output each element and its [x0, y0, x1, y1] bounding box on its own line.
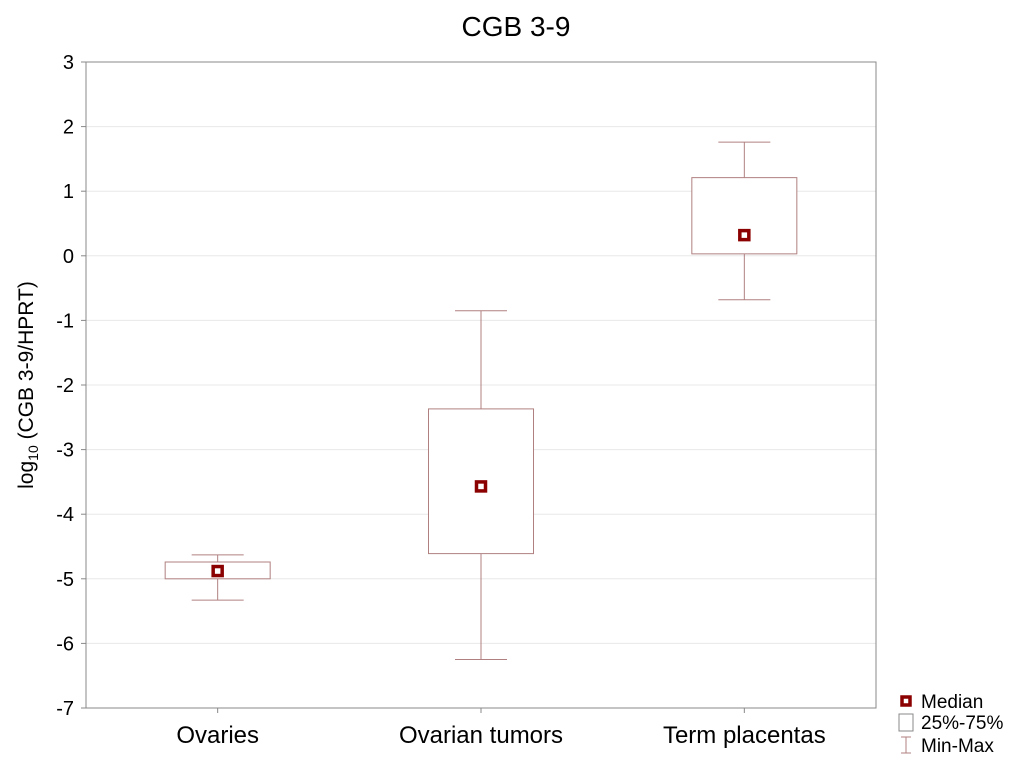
legend-label: 25%-75%: [921, 713, 1003, 734]
y-tick-label: -1: [56, 310, 74, 332]
y-tick-label: -2: [56, 375, 74, 397]
y-tick-label: 3: [63, 52, 74, 74]
y-axis-label-rest: (CGB 3-9/HPRT): [15, 281, 38, 445]
box-term-placentas: [691, 141, 798, 301]
x-category-label: Term placentas: [663, 722, 826, 749]
x-category-label: Ovaries: [176, 722, 259, 749]
boxes: [164, 141, 798, 661]
legend-median-swatch: [900, 695, 912, 707]
x-axis-labels: Ovaries Ovarian tumors Term placentas: [176, 708, 826, 749]
box-ovaries: [164, 554, 271, 601]
y-axis-label-main: log: [15, 461, 38, 489]
y-tick-label: 1: [63, 181, 74, 203]
legend-iqr-swatch: [898, 713, 914, 732]
box-iqr: [691, 177, 798, 255]
median-marker: [474, 480, 488, 493]
legend-label: Min-Max: [921, 736, 994, 757]
y-tick-label: -6: [56, 633, 74, 655]
y-axis-label-subscript: 10: [25, 445, 41, 461]
legend-label: Median: [921, 692, 983, 713]
x-category-label: Ovarian tumors: [399, 722, 563, 749]
y-tick-label: -5: [56, 569, 74, 591]
y-axis-label: log10 (CGB 3-9/HPRT): [15, 281, 41, 489]
median-marker: [211, 564, 224, 578]
y-tick-label: -4: [56, 504, 74, 526]
y-tick-label: -3: [56, 440, 74, 462]
box-ovarian-tumors: [428, 310, 534, 661]
y-tick-label: -7: [56, 698, 74, 720]
y-axis-ticks: 3 2 1 0 -1 -2 -3 -4 -5 -6 -7: [56, 52, 86, 720]
chart-title: CGB 3-9: [462, 11, 571, 42]
median-marker: [738, 228, 751, 242]
y-tick-label: 2: [63, 117, 74, 139]
y-tick-label: 0: [63, 246, 74, 268]
